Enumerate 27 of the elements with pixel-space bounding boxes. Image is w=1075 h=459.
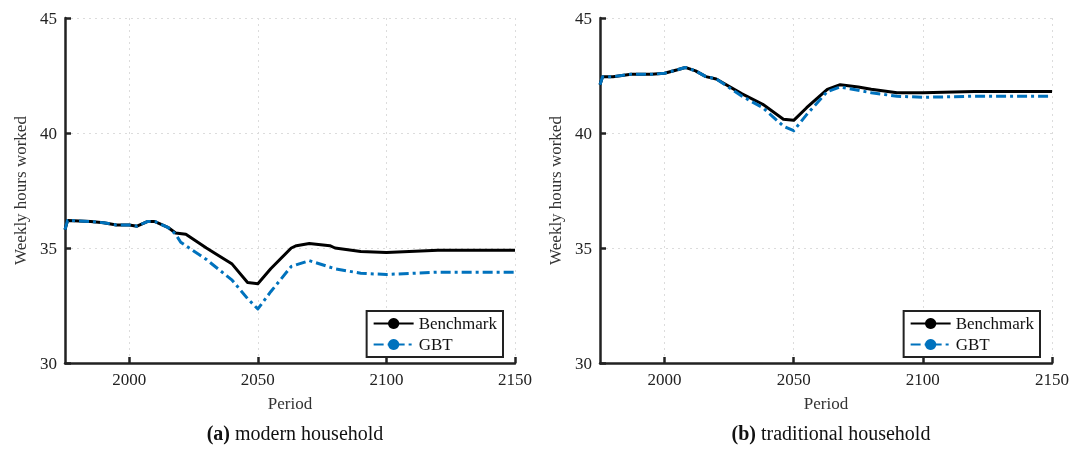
x-tick-label: 2100 [369,370,404,389]
x-tick-label: 2150 [498,370,532,389]
x-tick-label: 2100 [905,370,940,389]
y-tick-label: 40 [575,123,592,143]
y-tick-label: 30 [40,353,57,373]
legend-label: Benchmark [418,314,498,333]
x-tick-label: 2150 [1035,370,1069,389]
x-tick-label: 2000 [112,370,147,389]
y-tick-label: 35 [40,238,57,258]
y-tick-label: 45 [575,8,592,28]
text: (a) modern household [206,422,384,445]
legend-label: GBT [955,335,991,354]
x-tick-label: 2050 [240,370,275,389]
x-axis-title: Period [803,394,849,413]
legend-label: GBT [418,335,454,354]
text: (b) traditional household [731,422,931,445]
y-tick-label: 45 [40,8,57,28]
line-series [63,218,517,311]
y-axis-title: Weekly hours worked [11,115,30,265]
y-tick-label: 35 [575,238,592,258]
x-tick-label: 2050 [776,370,811,389]
x-axis-title: Period [267,394,313,413]
y-tick-label: 30 [575,353,592,373]
x-tick-label: 2000 [647,370,682,389]
legend-label: Benchmark [955,314,1035,333]
y-tick-label: 40 [40,123,57,143]
y-axis-title: Weekly hours worked [546,115,565,265]
